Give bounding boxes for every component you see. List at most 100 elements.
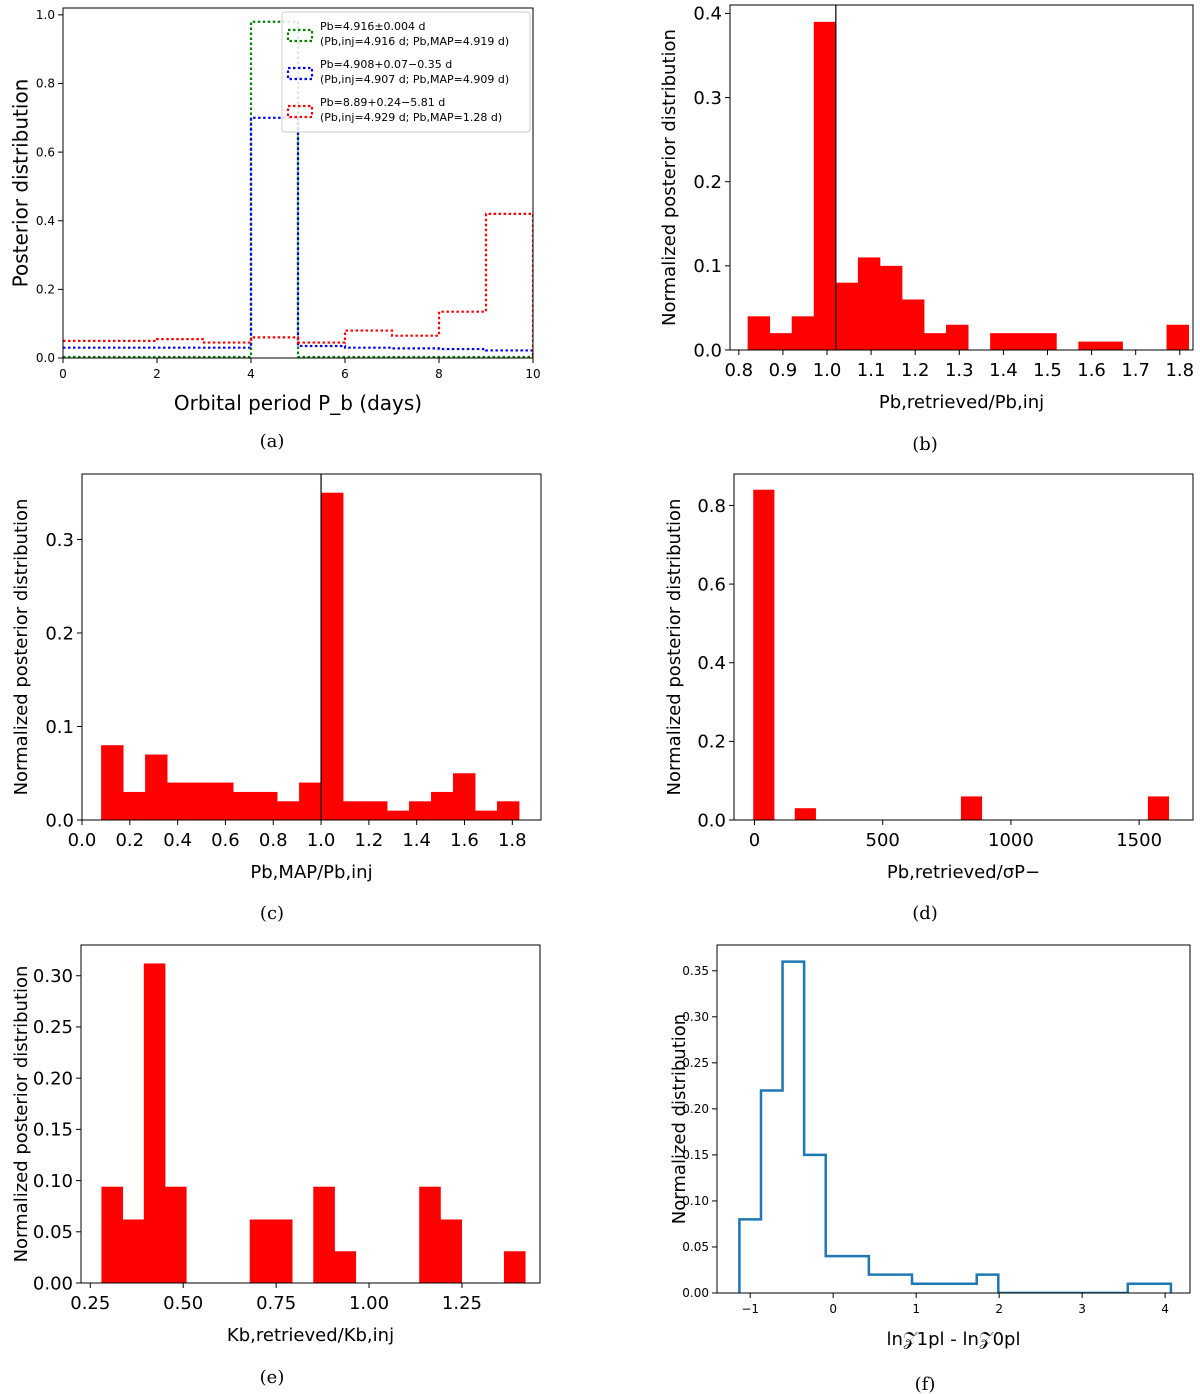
- bar-c-9: [299, 782, 322, 820]
- bar-c-6: [233, 791, 256, 820]
- x-tick-label: 1500: [1116, 830, 1162, 851]
- bar-c-1: [123, 791, 146, 820]
- bar-d-10: [960, 796, 983, 820]
- series-line-f-0: [738, 960, 1173, 1293]
- y-tick-label: 0.05: [682, 1240, 709, 1254]
- bar-e-8: [270, 1219, 293, 1283]
- legend-entry-line2: (Pb,inj=4.916 d; Pb,MAP=4.919 d): [320, 35, 509, 48]
- bar-b-3: [813, 21, 837, 350]
- bar-e-19: [503, 1251, 526, 1283]
- y-tick-label: 0.8: [36, 77, 55, 91]
- y-tick-label: 0.8: [697, 496, 726, 517]
- x-tick-label: 0.6: [211, 830, 240, 851]
- x-tick-label: 10: [525, 367, 540, 381]
- y-tick-label: 0.1: [693, 256, 722, 277]
- y-tick-label: 0.30: [682, 1010, 709, 1024]
- x-tick-label: 1.8: [498, 830, 527, 851]
- bar-c-13: [387, 810, 410, 820]
- y-tick-label: 0.0: [45, 810, 74, 831]
- plot-area-b: [747, 5, 1189, 350]
- x-tick-label: 1.25: [442, 1293, 482, 1314]
- bar-b-1: [769, 333, 793, 350]
- subfigure-caption: (b): [912, 434, 938, 455]
- x-tick-label: 0.50: [163, 1293, 203, 1314]
- y-tick-label: 0.2: [697, 732, 726, 753]
- bar-e-11: [334, 1251, 357, 1283]
- bar-e-2: [143, 963, 166, 1283]
- x-tick-label: −1: [741, 1302, 759, 1316]
- bar-d-2: [794, 808, 816, 820]
- bar-c-0: [101, 745, 124, 820]
- bar-b-12: [1012, 333, 1035, 350]
- x-tick-label: 0.9: [769, 360, 798, 381]
- x-tick-label: 0.25: [70, 1293, 110, 1314]
- y-tick-label: 0.00: [33, 1273, 73, 1294]
- bar-c-18: [497, 801, 520, 820]
- y-tick-label: 0.1: [45, 717, 74, 738]
- y-tick-label: 0.05: [33, 1222, 73, 1243]
- bar-c-3: [167, 782, 190, 820]
- y-tick-label: 0.6: [697, 574, 726, 595]
- x-tick-label: 0: [829, 1302, 837, 1316]
- bar-e-7: [249, 1219, 272, 1283]
- x-tick-label: 1.0: [307, 830, 336, 851]
- bar-c-10: [321, 492, 344, 820]
- legend: Pb=4.916±0.004 d (Pb,inj=4.916 d; Pb,MAP=…: [281, 11, 531, 133]
- x-tick-label: 1.6: [1077, 360, 1106, 381]
- bar-b-2: [791, 316, 815, 350]
- x-tick-label: 0: [749, 830, 760, 851]
- series-line-a-0: [63, 20, 533, 358]
- subfigure-caption: (a): [260, 431, 285, 452]
- bar-b-4: [835, 282, 859, 350]
- bar-d-19: [1147, 796, 1170, 820]
- x-tick-label: 2: [153, 367, 161, 381]
- y-tick-label: 0.0: [693, 340, 722, 361]
- y-tick-label: 0.4: [36, 214, 55, 228]
- y-axis-label: Normalized posterior distribution: [11, 966, 32, 1263]
- x-axis-label: Pb,MAP/Pb,inj: [250, 862, 372, 883]
- axes-frame-c: [81, 473, 542, 821]
- legend-entry-line2: (Pb,inj=4.907 d; Pb,MAP=4.909 d): [320, 73, 509, 86]
- axes-frame-e: [80, 944, 541, 1284]
- legend-frame: [281, 11, 531, 133]
- x-axis-label: Orbital period P_b (days): [174, 391, 422, 415]
- bar-e-10: [313, 1186, 335, 1283]
- x-tick-label: 1.0: [813, 360, 842, 381]
- subfigure-caption: (c): [260, 903, 284, 924]
- x-tick-label: 0.0: [68, 830, 97, 851]
- legend-entry-line1: Pb=4.916±0.004 d: [320, 20, 426, 33]
- x-axis-label: ln𝒵1pl - ln𝒵0pl: [887, 1329, 1021, 1350]
- y-tick-label: 0.6: [36, 145, 55, 159]
- plot-area-d: [753, 489, 1170, 820]
- bar-e-0: [101, 1186, 124, 1283]
- bar-b-15: [1078, 341, 1101, 350]
- x-axis-label: Pb,retrieved/σP−: [887, 862, 1040, 883]
- y-tick-label: 0.0: [36, 351, 55, 365]
- plot-area-a: [63, 20, 533, 358]
- x-tick-label: 1.8: [1165, 360, 1194, 381]
- bar-b-8: [924, 333, 947, 350]
- bar-d-0: [753, 489, 775, 820]
- bar-c-14: [409, 801, 432, 820]
- y-tick-label: 0.25: [33, 1017, 73, 1038]
- axes-frame-f: [716, 944, 1191, 1294]
- bar-c-15: [431, 791, 454, 820]
- y-tick-label: 0.2: [45, 623, 74, 644]
- bar-b-19: [1166, 324, 1189, 350]
- x-tick-label: 8: [435, 367, 443, 381]
- bar-e-1: [122, 1219, 145, 1283]
- x-tick-label: 1.4: [989, 360, 1018, 381]
- y-axis-label: Normalized posterior distribution: [11, 499, 32, 796]
- y-tick-label: 0.00: [682, 1286, 709, 1300]
- y-axis-label: Normalized posterior distribution: [664, 499, 685, 796]
- x-tick-label: 500: [866, 830, 900, 851]
- bar-e-16: [440, 1219, 462, 1283]
- x-tick-label: 1: [912, 1302, 920, 1316]
- y-tick-label: 0.10: [682, 1194, 709, 1208]
- y-tick-label: 0.15: [682, 1148, 709, 1162]
- x-axis-label: Kb,retrieved/Kb,inj: [227, 1325, 394, 1346]
- bar-c-4: [189, 782, 212, 820]
- bar-b-0: [747, 316, 771, 350]
- y-tick-label: 0.20: [33, 1068, 73, 1089]
